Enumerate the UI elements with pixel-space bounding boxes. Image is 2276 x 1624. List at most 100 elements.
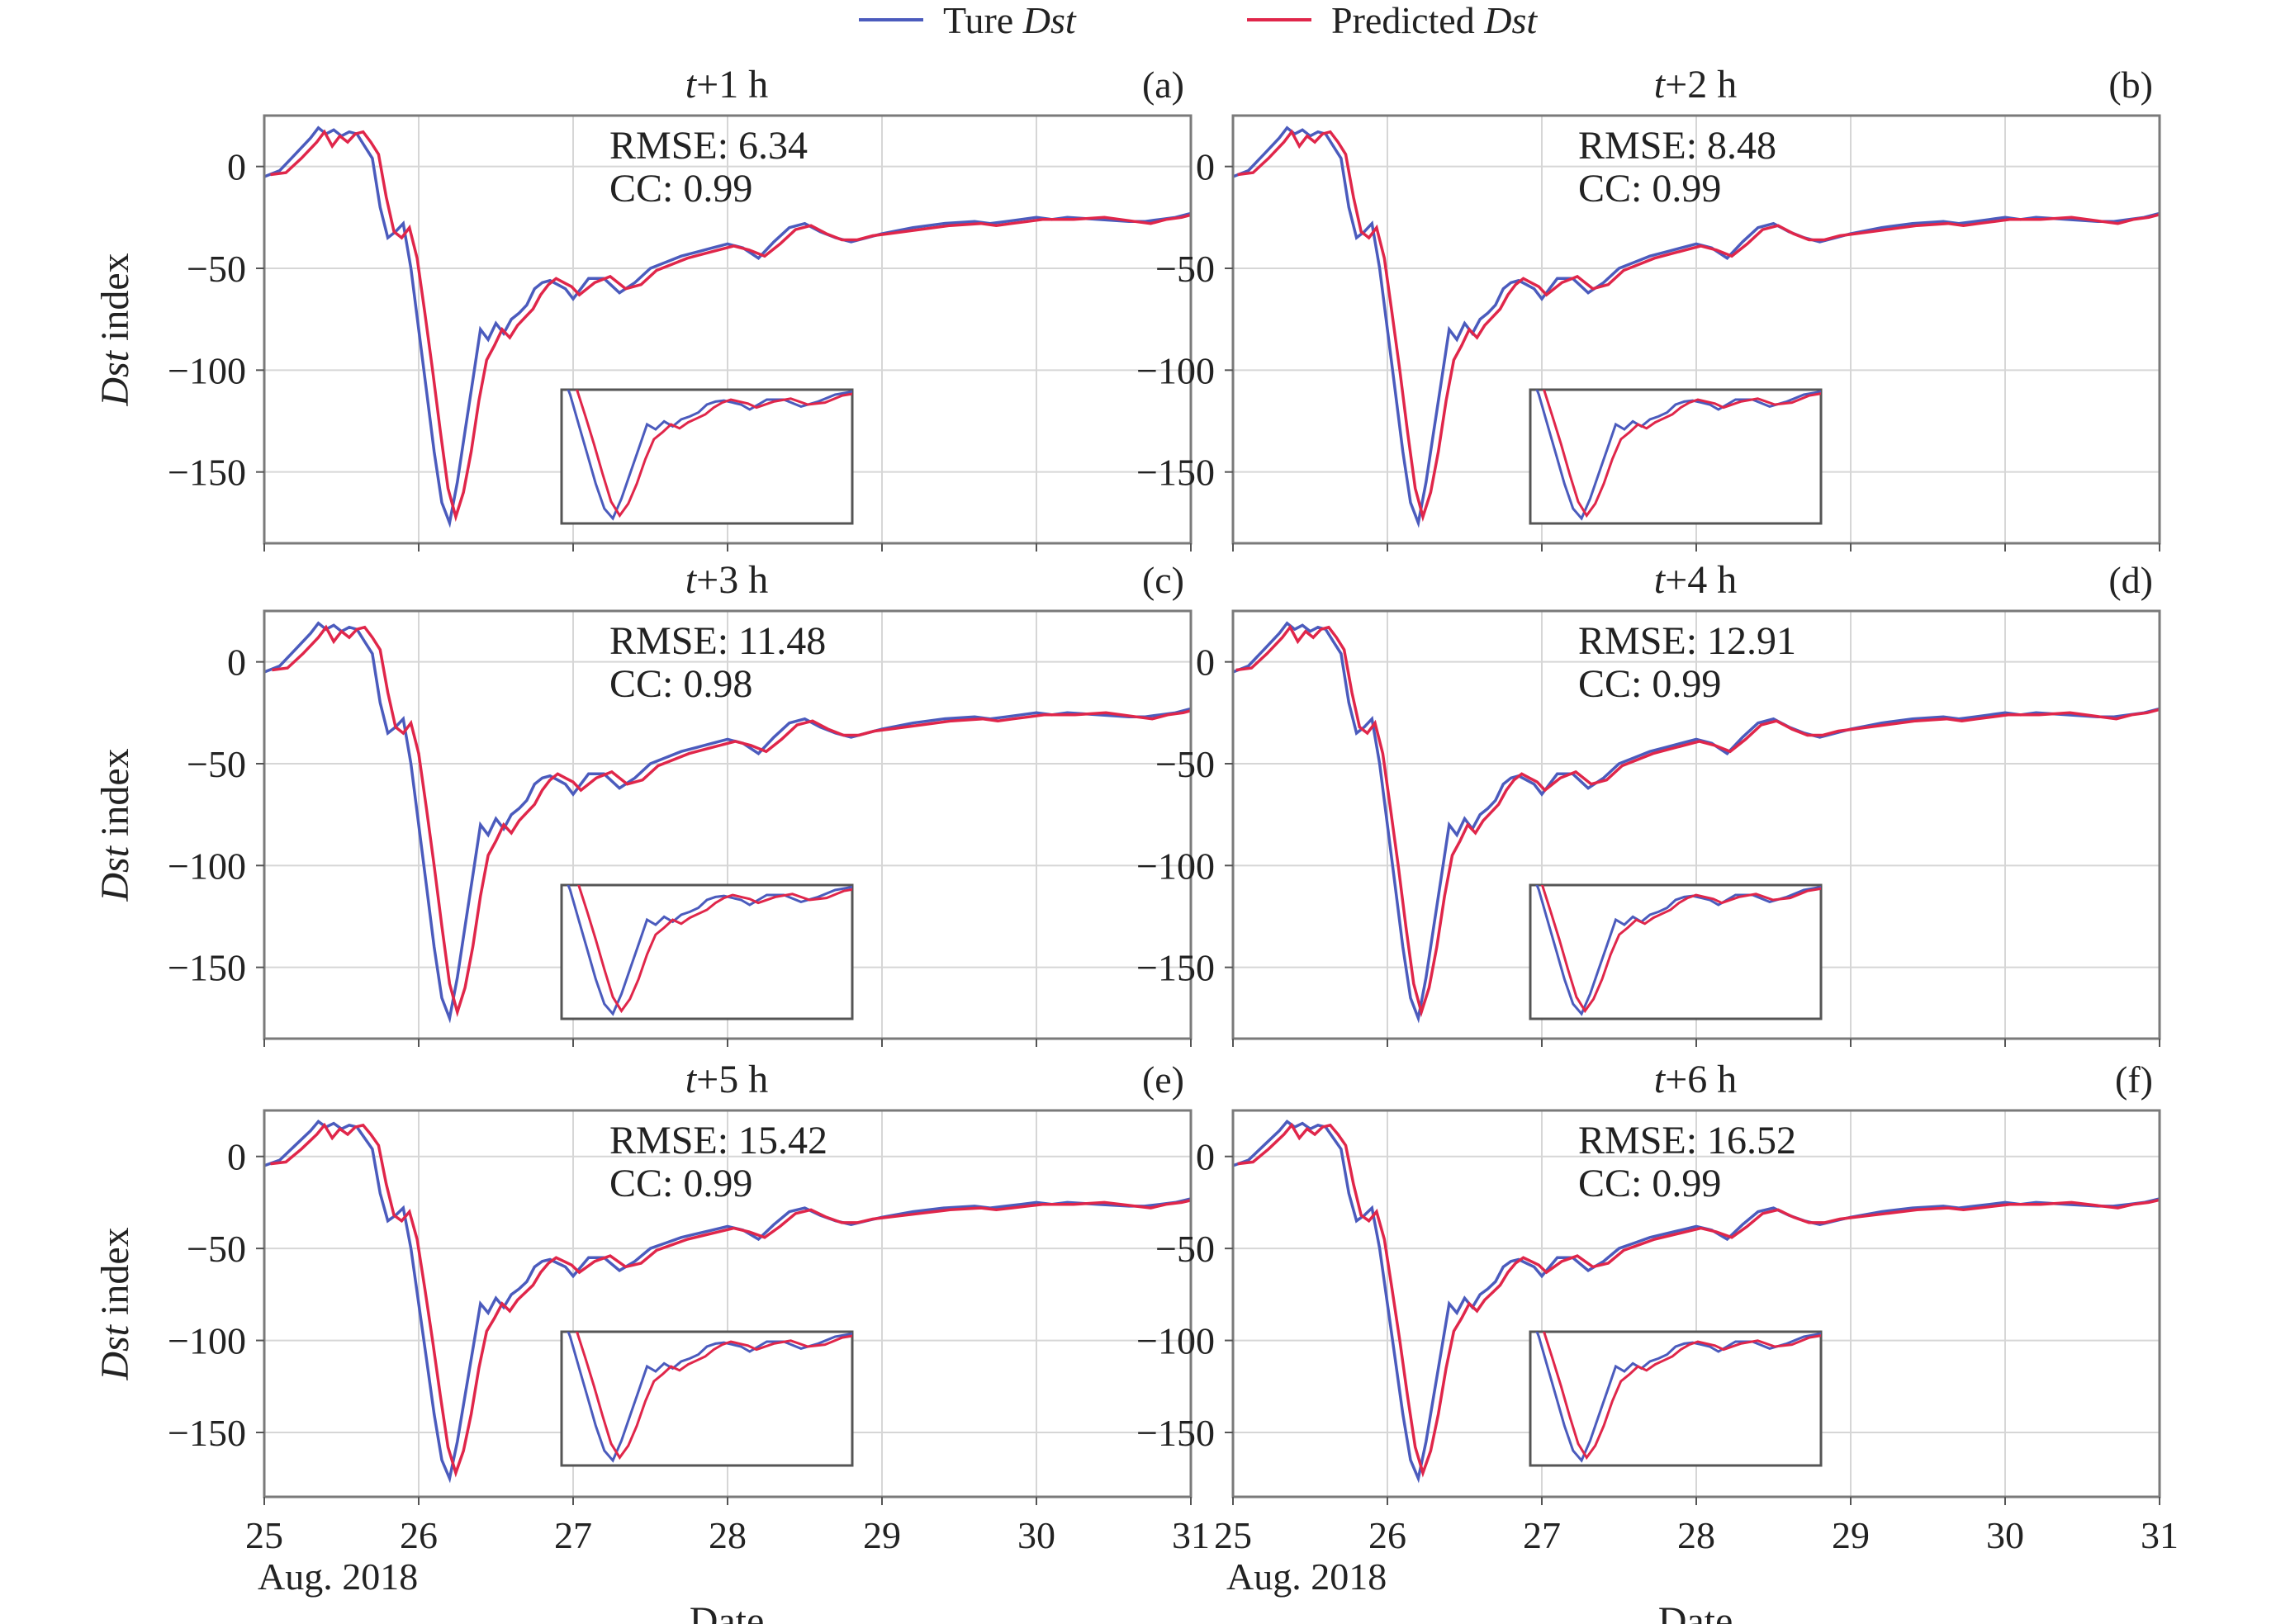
predicted-dst-line bbox=[1235, 624, 2160, 1018]
legend-label-text: Ture bbox=[943, 0, 1023, 41]
y-tick-label: −100 bbox=[168, 1320, 246, 1362]
rmse-label: RMSE: 15.42 bbox=[609, 1119, 827, 1162]
inset-true-dst-line bbox=[567, 885, 852, 1016]
panel-title-rest: +3 h bbox=[696, 558, 768, 602]
x-tick-label: 26 bbox=[400, 1514, 438, 1556]
true-dst-line bbox=[264, 125, 1191, 528]
x-tick-label: 28 bbox=[709, 1514, 747, 1556]
panel-title-rest: +5 h bbox=[696, 1058, 768, 1101]
rmse-label: RMSE: 16.52 bbox=[1578, 1119, 1796, 1162]
y-tick-label: 0 bbox=[1196, 642, 1215, 684]
inset-true-dst-line bbox=[1535, 1332, 1821, 1463]
panel-letter: (b) bbox=[2108, 64, 2153, 106]
inset-true-dst-line bbox=[1535, 885, 1821, 1016]
x-tick-label: 31 bbox=[1172, 1514, 1210, 1556]
predicted-dst-line bbox=[270, 129, 1191, 523]
legend-item: Ture Dst bbox=[859, 0, 1077, 41]
y-tick-label: 0 bbox=[1196, 1136, 1215, 1178]
inset-predicted-dst-line bbox=[1542, 390, 1821, 518]
panel-title: t+5 h bbox=[685, 1058, 768, 1101]
cc-label: CC: 0.99 bbox=[1578, 662, 1721, 706]
panel-title-symbol: t bbox=[685, 63, 698, 107]
true-dst-line bbox=[264, 621, 1191, 1024]
x-tick-label: 25 bbox=[245, 1514, 283, 1556]
date-note: Aug. 2018 bbox=[1226, 1555, 1387, 1598]
date-note: Aug. 2018 bbox=[258, 1555, 418, 1598]
x-tick-label: 31 bbox=[2141, 1514, 2179, 1556]
inset-true-dst-line bbox=[567, 1332, 852, 1463]
panel-title-symbol: t bbox=[1654, 63, 1667, 107]
x-tick-label: 25 bbox=[1214, 1514, 1252, 1556]
y-tick-label: −150 bbox=[1136, 1412, 1215, 1454]
y-tick-label: −50 bbox=[1155, 1228, 1215, 1270]
y-tick-label: −50 bbox=[1155, 743, 1215, 785]
x-tick-label: 26 bbox=[1368, 1514, 1406, 1556]
legend-item: Predicted Dst bbox=[1247, 0, 1538, 41]
x-tick-label: 29 bbox=[1832, 1514, 1870, 1556]
panel-title: t+3 h bbox=[685, 558, 768, 602]
x-axis-title: Date bbox=[690, 1599, 765, 1624]
cc-label: CC: 0.99 bbox=[1578, 1162, 1721, 1205]
true-dst-line bbox=[1233, 125, 2160, 528]
legend-label-symbol: Dst bbox=[1483, 0, 1538, 41]
legend-label-text: Predicted bbox=[1331, 0, 1484, 41]
inset-predicted-dst-line bbox=[575, 1332, 852, 1461]
inset-frame bbox=[1529, 1330, 1823, 1467]
x-tick-label: 29 bbox=[863, 1514, 901, 1556]
legend-label: Predicted Dst bbox=[1331, 0, 1538, 41]
y-tick-label: 0 bbox=[227, 642, 246, 684]
y-tick-label: 0 bbox=[1196, 146, 1215, 188]
true-dst-line bbox=[1233, 1120, 2160, 1484]
panel-letter: (a) bbox=[1142, 64, 1184, 106]
panel-title: t+6 h bbox=[1654, 1058, 1737, 1101]
y-axis-title-symbol: Dst bbox=[93, 845, 137, 902]
panel-letter: (c) bbox=[1142, 559, 1184, 601]
y-tick-label: −100 bbox=[1136, 349, 1215, 391]
y-tick-label: 0 bbox=[227, 146, 246, 188]
cc-label: CC: 0.98 bbox=[609, 662, 752, 706]
inset-true-dst-line bbox=[1535, 390, 1821, 521]
inset-frame bbox=[1529, 388, 1823, 525]
y-tick-label: −100 bbox=[1136, 845, 1215, 887]
panel-letter: (d) bbox=[2108, 559, 2153, 601]
y-axis-title-symbol: Dst bbox=[93, 1323, 137, 1380]
panel-letter: (e) bbox=[1142, 1058, 1184, 1101]
rmse-label: RMSE: 12.91 bbox=[1578, 619, 1796, 663]
panel-title-rest: +1 h bbox=[696, 63, 768, 107]
panel-title-symbol: t bbox=[1654, 558, 1667, 602]
panel-title-rest: +2 h bbox=[1665, 63, 1737, 107]
y-tick-label: −50 bbox=[1155, 248, 1215, 290]
y-tick-label: −150 bbox=[168, 947, 246, 989]
rmse-label: RMSE: 6.34 bbox=[609, 124, 808, 168]
y-axis-title: Dst index bbox=[93, 253, 137, 406]
y-tick-label: −100 bbox=[1136, 1320, 1215, 1362]
x-tick-label: 30 bbox=[1017, 1514, 1055, 1556]
y-tick-label: −150 bbox=[1136, 452, 1215, 494]
legend-label-symbol: Dst bbox=[1022, 0, 1077, 41]
inset-predicted-dst-line bbox=[1540, 885, 1821, 1014]
inset-frame bbox=[1529, 883, 1823, 1020]
inset-predicted-dst-line bbox=[575, 390, 852, 518]
predicted-dst-line bbox=[1237, 1122, 2160, 1478]
inset-frame bbox=[560, 883, 854, 1020]
true-dst-line bbox=[264, 1120, 1191, 1484]
panel-letter: (f) bbox=[2115, 1058, 2153, 1101]
panel-f: 0 −50 −100 −150 25 26 27 28 29 30 31 t+6 h (f) RMSE: … bbox=[1136, 1058, 2179, 1624]
y-tick-label: −150 bbox=[1136, 947, 1215, 989]
y-axis-title-symbol: Dst bbox=[93, 349, 137, 406]
x-tick-label: 27 bbox=[554, 1514, 592, 1556]
y-tick-label: −100 bbox=[168, 845, 246, 887]
legend: Ture Dst Predicted Dst bbox=[859, 0, 1538, 41]
cc-label: CC: 0.99 bbox=[1578, 167, 1721, 211]
y-axis-title-rest: index bbox=[93, 253, 137, 351]
panel-title-symbol: t bbox=[685, 1058, 698, 1101]
rmse-label: RMSE: 11.48 bbox=[609, 619, 826, 663]
y-tick-label: −50 bbox=[187, 1228, 246, 1270]
panel-title-symbol: t bbox=[685, 558, 698, 602]
y-tick-label: 0 bbox=[227, 1136, 246, 1178]
legend-label: Ture Dst bbox=[943, 0, 1077, 41]
